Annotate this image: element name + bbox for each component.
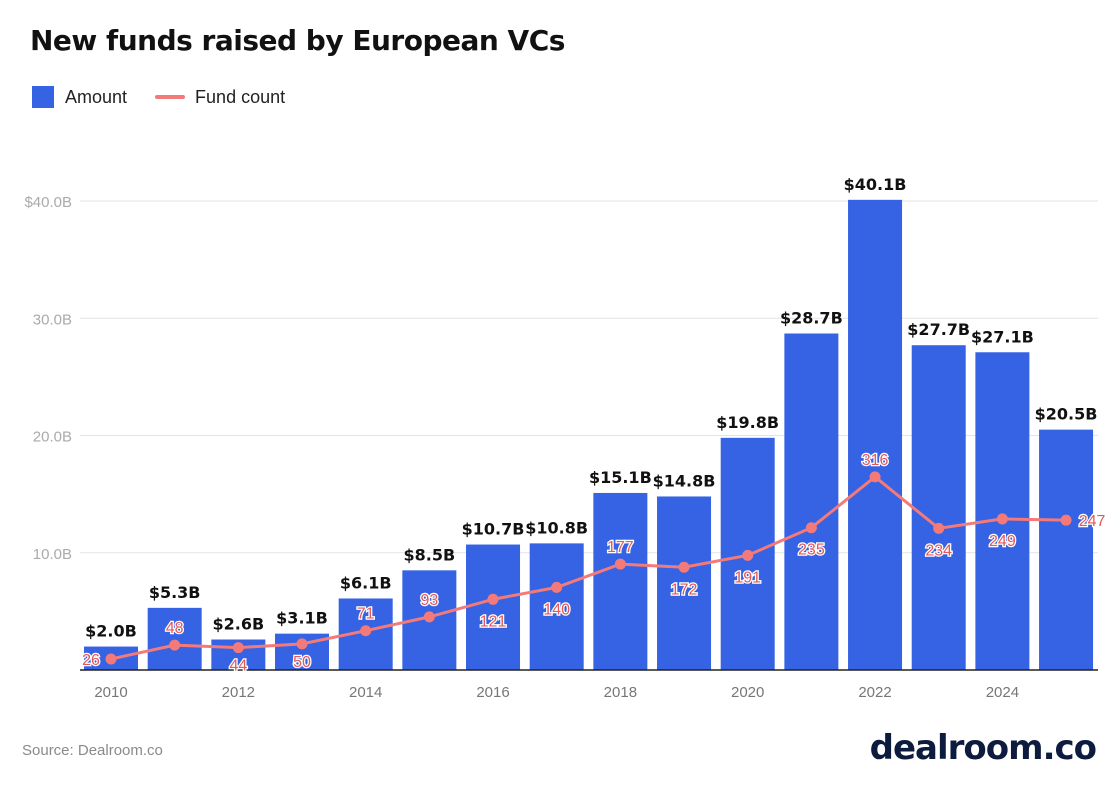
bar-data-label: $40.1B [844, 175, 907, 194]
legend: Amount Fund count [32, 86, 285, 108]
bar-2016 [466, 544, 521, 670]
fund-count-label: 316 [862, 452, 889, 469]
bar-2023 [911, 345, 966, 670]
bar-2011 [147, 607, 202, 670]
x-tick-label: 2012 [222, 684, 255, 701]
fund-count-label: 249 [989, 533, 1016, 550]
chart-title: New funds raised by European VCs [30, 24, 565, 57]
fund-count-point [423, 611, 435, 623]
fund-count-label: 247 [1079, 513, 1106, 530]
fund-count-label: 234 [925, 542, 952, 559]
fund-count-label: 26 [82, 652, 100, 669]
bar-2018 [593, 492, 648, 670]
bar-data-label: $3.1B [276, 609, 328, 628]
fund-count-label: 44 [229, 658, 247, 675]
fund-count-label: 50 [293, 654, 311, 671]
source-note: Source: Dealroom.co [22, 742, 163, 759]
bar-data-label: $19.8B [716, 413, 779, 432]
fund-count-label: 235 [798, 542, 825, 559]
legend-swatch-fund-count [155, 95, 186, 99]
fund-count-point [933, 522, 945, 534]
x-tick-label: 2020 [731, 684, 764, 701]
y-tick-label: $40.0B [24, 194, 72, 211]
bar-data-label: $27.7B [907, 320, 970, 339]
fund-count-label: 48 [166, 620, 184, 637]
fund-count-label: 93 [420, 592, 438, 609]
fund-count-point [614, 558, 626, 570]
fund-count-point [232, 642, 244, 654]
fund-count-point [1060, 514, 1072, 526]
bar-data-label: $10.8B [525, 518, 588, 537]
bar-data-label: $14.8B [653, 471, 716, 490]
fund-count-label: 172 [671, 581, 698, 598]
fund-count-label: 191 [734, 569, 761, 586]
y-tick-label: 10.0B [33, 546, 72, 563]
bar-2021 [784, 333, 839, 670]
fund-count-point [869, 471, 881, 483]
fund-count-point [805, 522, 817, 534]
dealroom-logo: dealroom.co [869, 728, 1097, 768]
fund-count-point [360, 625, 372, 637]
bar-2019 [657, 496, 712, 670]
fund-count-point [742, 549, 754, 561]
fund-count-label: 177 [607, 539, 634, 556]
fund-count-point [551, 581, 563, 593]
fund-count-point [996, 513, 1008, 525]
x-tick-label: 2014 [349, 684, 382, 701]
legend-label-amount: Amount [65, 86, 128, 107]
fund-count-point [169, 639, 181, 651]
fund-count-point [487, 593, 499, 605]
x-tick-label: 2010 [94, 684, 127, 701]
fund-count-point [105, 653, 117, 665]
bar-data-label: $10.7B [462, 520, 525, 539]
x-tick-label: 2022 [858, 684, 891, 701]
legend-swatch-amount [32, 86, 54, 108]
bar-data-label: $6.1B [340, 573, 392, 592]
fund-count-line [110, 474, 1067, 661]
bar-data-label: $27.1B [971, 327, 1034, 346]
bar-data-label: $20.5B [1035, 405, 1098, 424]
bar-2022 [848, 199, 903, 670]
bar-2024 [975, 352, 1030, 670]
bar-data-label: $8.5B [404, 545, 456, 564]
fund-count-label: 71 [357, 606, 375, 623]
fund-count-label: 140 [543, 601, 570, 618]
bar-data-label: $2.0B [85, 622, 137, 641]
y-tick-label: 30.0B [33, 311, 72, 328]
bar-2017 [529, 543, 584, 670]
fund-count-point [678, 561, 690, 573]
bar-data-label: $5.3B [149, 583, 201, 602]
fund-count-label: 121 [480, 613, 507, 630]
x-tick-label: 2024 [986, 684, 1019, 701]
bar-data-label: $15.1B [589, 468, 652, 487]
x-tick-label: 2018 [604, 684, 637, 701]
y-tick-label: 20.0B [33, 429, 72, 446]
fund-count-point [296, 638, 308, 650]
bar-2025 [1039, 429, 1094, 670]
legend-label-fund-count: Fund count [195, 86, 286, 107]
bar-data-label: $28.7B [780, 308, 843, 327]
x-tick-label: 2016 [476, 684, 509, 701]
bar-data-label: $2.6B [213, 615, 265, 634]
